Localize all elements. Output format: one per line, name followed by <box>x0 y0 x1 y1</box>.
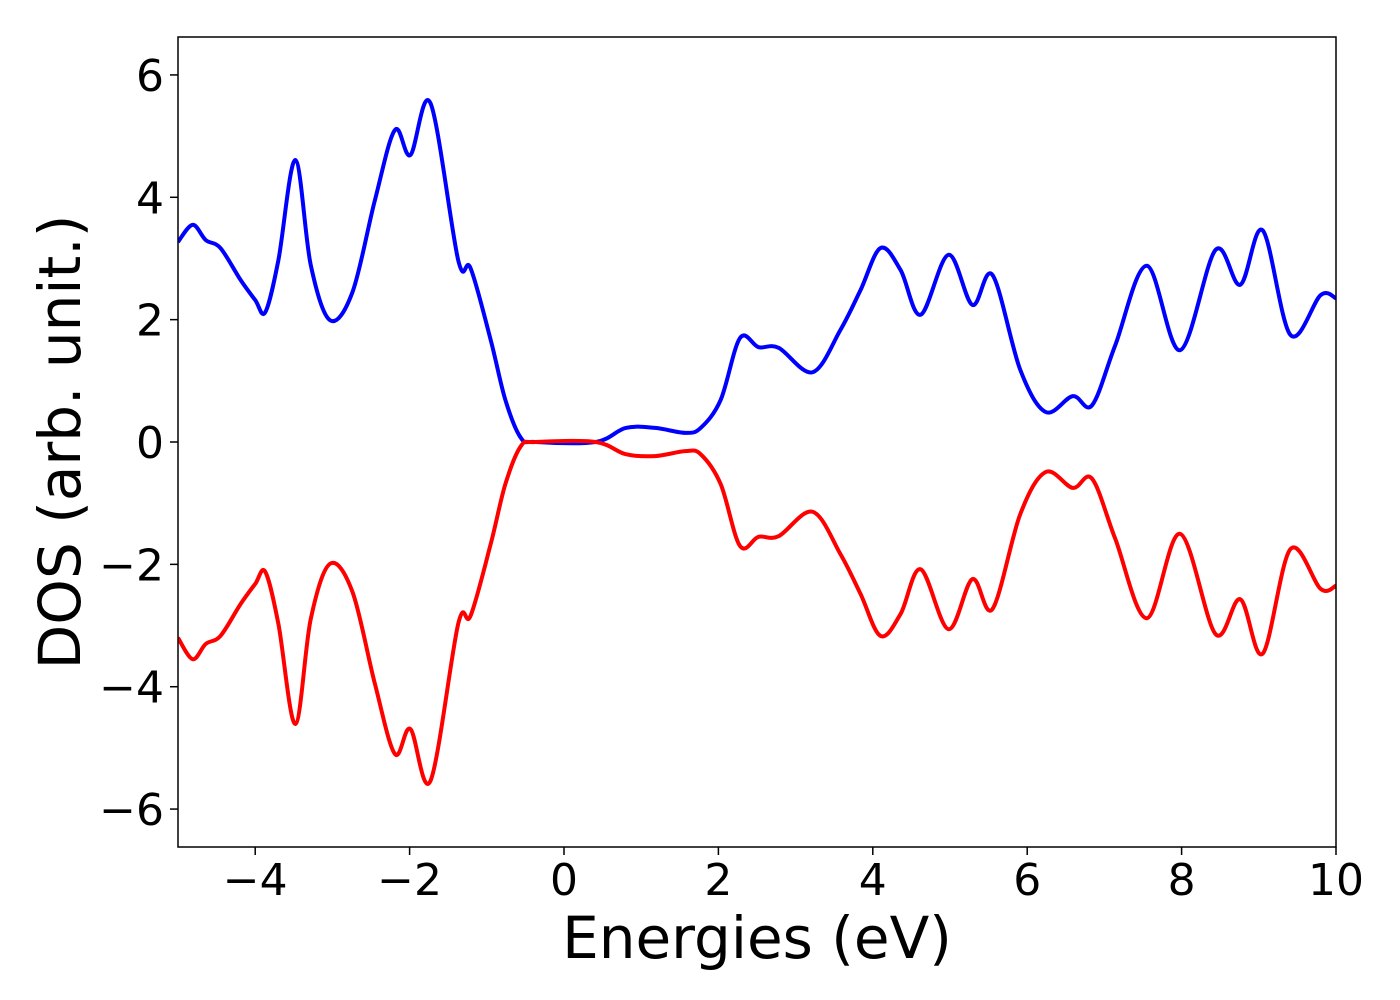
y-tick-label: 6 <box>136 51 164 102</box>
x-tick-label: −4 <box>223 855 288 906</box>
x-axis-label: Energies (eV) <box>562 904 952 972</box>
x-tick-label: 10 <box>1308 855 1364 906</box>
dos-line <box>178 98 1336 446</box>
dos-line <box>178 438 1336 786</box>
x-tick-label: 6 <box>1013 855 1041 906</box>
x-tick-label: 0 <box>550 855 578 906</box>
y-tick-label: 4 <box>136 173 164 224</box>
x-tick-label: 8 <box>1168 855 1196 906</box>
y-tick-label: −2 <box>99 540 164 591</box>
y-tick-label: −6 <box>99 785 164 836</box>
x-tick-label: 2 <box>704 855 732 906</box>
y-tick-label: 0 <box>136 418 164 469</box>
x-tick-label: −2 <box>377 855 442 906</box>
plot-frame <box>177 36 1337 848</box>
y-tick-label: 2 <box>136 296 164 347</box>
y-axis-label: DOS (arb. unit.) <box>26 215 94 670</box>
x-tick-label: 4 <box>859 855 887 906</box>
y-tick-label: −4 <box>99 663 164 714</box>
